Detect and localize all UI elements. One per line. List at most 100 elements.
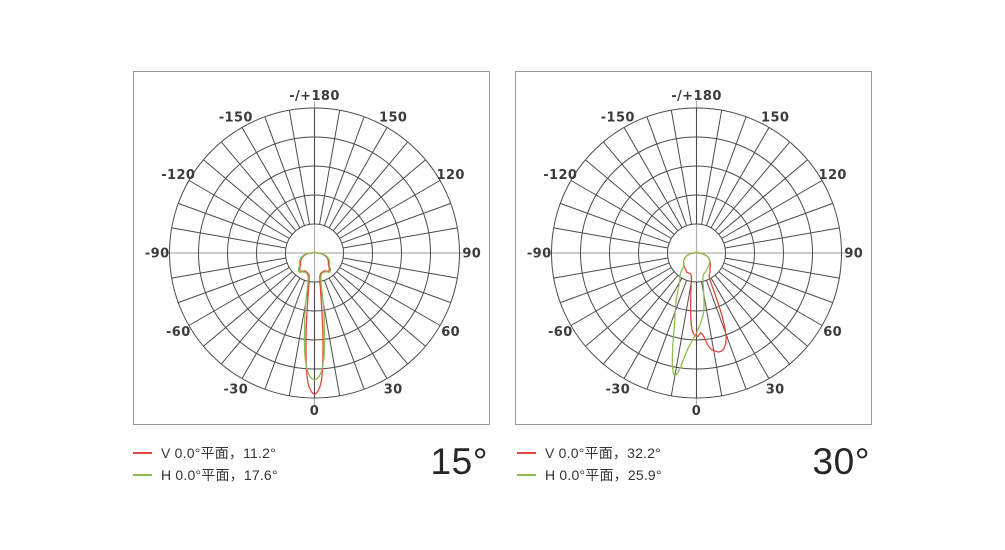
polar-chart-svg-15: 0 30 60 90 120 150 -/+180 -30 -60 -90 -120 -150 [145, 89, 481, 419]
polar-grid-spoke [341, 202, 451, 244]
polar-grid-spoke [585, 271, 675, 347]
polar-grid-spoke [171, 227, 287, 249]
angle-label: -/+180 [289, 89, 340, 104]
angle-label: 30 [766, 383, 785, 398]
angle-label: 30 [384, 383, 403, 398]
v-plane-swatch [517, 451, 536, 454]
legend-row-h: H 0.0°平面，25.9° [517, 466, 662, 483]
angle-label: 120 [819, 168, 847, 183]
polar-grid-spoke [342, 257, 458, 279]
polar-grid-spoke [241, 127, 301, 229]
polar-grid-spoke [710, 277, 770, 379]
angle-label: 0 [692, 404, 701, 419]
polar-grid-spoke [718, 159, 808, 235]
beam-angle-label-15: 15° [430, 441, 488, 482]
polar-grid-spoke [328, 127, 388, 229]
angle-label: -120 [161, 168, 195, 183]
polar-grid-spoke [332, 274, 409, 365]
polar-grid-spoke [171, 257, 287, 279]
angle-label: -150 [601, 110, 635, 125]
polar-grid-spoke [701, 281, 723, 396]
angle-label: -30 [223, 383, 248, 398]
h-plane-curve [671, 251, 711, 377]
polar-grid-spoke [220, 141, 297, 232]
polar-grid-spoke [723, 202, 833, 244]
polar-grid-spoke [188, 180, 290, 239]
polar-grid-spoke [188, 267, 290, 326]
polar-grid-spoke [339, 267, 441, 326]
polar-grid-spoke [602, 274, 679, 365]
polar-grid-spoke [623, 277, 683, 379]
angle-label: -60 [548, 325, 573, 340]
h-plane-legend-label: H 0.0°平面，25.9° [545, 466, 662, 483]
polar-grid-spoke [705, 116, 747, 226]
angle-label: 150 [761, 110, 789, 125]
polar-grid-spoke [646, 116, 688, 226]
polar-grid-spoke [721, 267, 823, 326]
polar-grid-spoke [570, 180, 672, 239]
polar-grid-spoke [623, 127, 683, 229]
polar-grid-spoke [724, 257, 840, 279]
polar-grid-spoke [203, 159, 293, 235]
polar-grid-spoke [341, 262, 451, 304]
polar-grid-spoke [560, 262, 670, 304]
polar-grid-spoke [178, 202, 288, 244]
polar-grid-spoke [585, 159, 675, 235]
h-plane-swatch [517, 473, 536, 476]
angle-label: 90 [844, 247, 863, 262]
polar-grid-spoke [203, 271, 293, 347]
polar-grid-spoke [264, 116, 306, 226]
angle-label: -150 [219, 110, 253, 125]
polar-grid-spoke [342, 227, 458, 249]
polar-grid-spoke [710, 127, 770, 229]
angle-label: -/+180 [671, 89, 722, 104]
angle-label: 120 [437, 168, 465, 183]
polar-grid-spoke [328, 277, 388, 379]
polar-grid-spoke [264, 280, 306, 390]
polar-grid-spoke [670, 281, 692, 396]
polar-grid-spoke [323, 116, 365, 226]
h-plane-legend-label: H 0.0°平面，17.6° [161, 466, 278, 483]
polar-grid-spoke [724, 227, 840, 249]
polar-grid-spoke [336, 159, 426, 235]
polar-panel-30: 0 30 60 90 120 150 -/+180 -30 -60 -90 -120 -150 [515, 71, 872, 425]
legend-30: V 0.0°平面，32.2° H 0.0°平面，25.9° [517, 445, 662, 483]
polar-grid-spoke [721, 180, 823, 239]
polar-grid-spoke [723, 262, 833, 304]
angle-label: -120 [543, 168, 577, 183]
legend-row-v: V 0.0°平面，32.2° [517, 445, 662, 461]
angle-label: 90 [462, 247, 481, 262]
polar-grid-spoke [241, 277, 301, 379]
polar-chart-svg-30: 0 30 60 90 120 150 -/+180 -30 -60 -90 -120 -150 [527, 89, 863, 419]
v-plane-swatch [133, 451, 152, 454]
angle-label: -60 [166, 325, 191, 340]
beam-angle-label-30: 30° [812, 441, 870, 482]
polar-grid-spoke [560, 202, 670, 244]
legend-15: V 0.0°平面，11.2° H 0.0°平面，17.6° [133, 444, 278, 483]
polar-grid-spoke [339, 180, 441, 239]
polar-grid-spoke [553, 257, 669, 279]
polar-grid-spoke [332, 141, 409, 232]
angle-label: 60 [441, 325, 460, 340]
polar-grid-spoke [319, 110, 341, 225]
polar-grid-spoke [336, 271, 426, 347]
polar-grid-spoke [553, 227, 669, 249]
polar-panel-15: 0 30 60 90 120 150 -/+180 -30 -60 -90 -120 -150 [133, 71, 490, 425]
polar-grid-spoke [714, 141, 791, 232]
polar-grid-spoke [602, 141, 679, 232]
polar-grid-spoke [714, 274, 791, 365]
v-plane-legend-label: V 0.0°平面，11.2° [161, 444, 276, 461]
polar-grid-spoke [670, 110, 692, 225]
polar-grid-spoke [220, 274, 297, 365]
legend-row-h: H 0.0°平面，17.6° [133, 466, 278, 483]
angle-label: -30 [605, 383, 630, 398]
angle-label: 150 [379, 110, 407, 125]
polar-grid-spoke [323, 280, 365, 390]
polar-grid-spoke [288, 110, 310, 225]
angle-label: -90 [527, 247, 552, 262]
angle-label: 60 [823, 325, 842, 340]
polar-grid-spoke [178, 262, 288, 304]
polar-grid-spoke [570, 267, 672, 326]
angle-label: 0 [310, 404, 319, 419]
